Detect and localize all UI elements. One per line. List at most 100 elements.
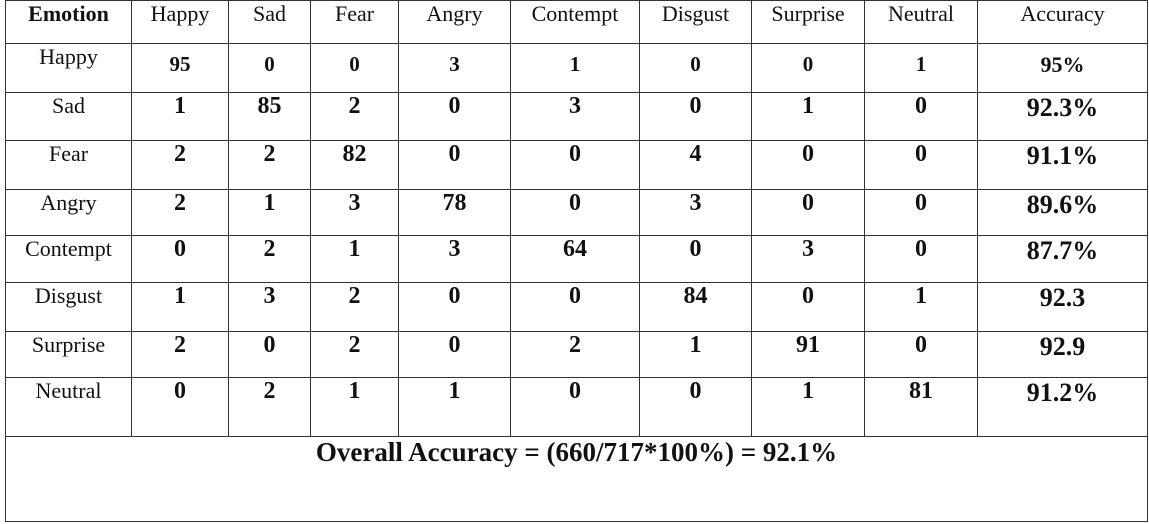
row-label: Happy xyxy=(5,43,132,93)
table-cell: 81 xyxy=(864,377,978,438)
table-cell: 3 xyxy=(310,188,399,237)
table-cell: 0 xyxy=(228,330,311,379)
table-cell: 1 xyxy=(751,377,865,438)
row-label: Surprise xyxy=(5,330,132,379)
table-cell: 0 xyxy=(751,43,865,93)
row-label: Sad xyxy=(5,91,132,142)
row-label: Neutral xyxy=(5,377,132,438)
table-cell: 3 xyxy=(228,281,311,332)
accuracy-cell: 92.3 xyxy=(977,281,1148,332)
table-cell: 2 xyxy=(131,188,229,237)
table-cell: 1 xyxy=(510,43,640,93)
table-cell: 1 xyxy=(864,281,978,332)
accuracy-cell: 95% xyxy=(977,43,1148,93)
table-cell: 2 xyxy=(510,330,640,379)
table-cell: 3 xyxy=(398,43,511,93)
accuracy-cell: 92.9 xyxy=(977,330,1148,379)
table-cell: 0 xyxy=(510,188,640,237)
table-cell: 0 xyxy=(864,188,978,237)
table-cell: 1 xyxy=(310,235,399,283)
table-row: Sad 1 85 2 0 3 0 1 0 92.3% xyxy=(5,91,1148,142)
row-label: Disgust xyxy=(5,281,132,332)
overall-accuracy-row: Overall Accuracy = (660/717*100%) = 92.1… xyxy=(5,436,1148,522)
table-cell: 2 xyxy=(228,140,311,190)
accuracy-cell: 91.2% xyxy=(977,377,1148,438)
table-cell: 1 xyxy=(398,377,511,438)
table-row: Disgust 1 3 2 0 0 84 0 1 92.3 xyxy=(5,281,1148,332)
table-cell: 2 xyxy=(310,91,399,142)
table-cell: 84 xyxy=(639,281,752,332)
table-row: Happy 95 0 0 3 1 0 0 1 95% xyxy=(5,43,1148,93)
table-cell: 0 xyxy=(398,140,511,190)
table-row: Neutral 0 2 1 1 0 0 1 81 91.2% xyxy=(5,377,1148,438)
table-cell: 2 xyxy=(228,235,311,283)
table-row: Fear 2 2 82 0 0 4 0 0 91.1% xyxy=(5,140,1148,190)
table-cell: 0 xyxy=(864,235,978,283)
table-cell: 0 xyxy=(228,43,311,93)
table-cell: 0 xyxy=(864,91,978,142)
row-label: Contempt xyxy=(5,235,132,283)
table-cell: 91 xyxy=(751,330,865,379)
accuracy-cell: 89.6% xyxy=(977,188,1148,237)
table-cell: 0 xyxy=(639,235,752,283)
table-cell: 1 xyxy=(310,377,399,438)
table-cell: 1 xyxy=(131,91,229,142)
table-cell: 3 xyxy=(639,188,752,237)
table-cell: 0 xyxy=(751,281,865,332)
table-cell: 0 xyxy=(398,281,511,332)
column-header: Neutral xyxy=(864,0,978,44)
accuracy-cell: 87.7% xyxy=(977,235,1148,283)
table-cell: 0 xyxy=(310,43,399,93)
table-cell: 2 xyxy=(310,281,399,332)
table-cell: 2 xyxy=(310,330,399,379)
table-cell: 82 xyxy=(310,140,399,190)
table-cell: 0 xyxy=(864,140,978,190)
confusion-matrix-table: Emotion Happy Sad Fear Angry Contempt Di… xyxy=(5,0,1148,522)
table-cell: 64 xyxy=(510,235,640,283)
table-cell: 3 xyxy=(751,235,865,283)
table-cell: 3 xyxy=(510,91,640,142)
table-cell: 0 xyxy=(131,235,229,283)
table-cell: 0 xyxy=(639,43,752,93)
table-cell: 0 xyxy=(131,377,229,438)
table-cell: 1 xyxy=(228,188,311,237)
accuracy-cell: 92.3% xyxy=(977,91,1148,142)
table-cell: 0 xyxy=(510,377,640,438)
table-cell: 2 xyxy=(131,330,229,379)
row-label: Angry xyxy=(5,188,132,237)
table-cell: 4 xyxy=(639,140,752,190)
table-cell: 78 xyxy=(398,188,511,237)
table-cell: 0 xyxy=(751,140,865,190)
column-header: Fear xyxy=(310,0,399,44)
table-cell: 0 xyxy=(510,281,640,332)
table-cell: 1 xyxy=(131,281,229,332)
table-row: Angry 2 1 3 78 0 3 0 0 89.6% xyxy=(5,188,1148,237)
column-header: Disgust xyxy=(639,0,752,44)
table-cell: 85 xyxy=(228,91,311,142)
table-row: Surprise 2 0 2 0 2 1 91 0 92.9 xyxy=(5,330,1148,379)
column-header: Sad xyxy=(228,0,311,44)
table-cell: 95 xyxy=(131,43,229,93)
column-header: Happy xyxy=(131,0,229,44)
column-header: Surprise xyxy=(751,0,865,44)
row-label: Fear xyxy=(5,140,132,190)
table-cell: 0 xyxy=(864,330,978,379)
column-header: Contempt xyxy=(510,0,640,44)
accuracy-header: Accuracy xyxy=(977,0,1148,44)
table-cell: 0 xyxy=(751,188,865,237)
table-cell: 0 xyxy=(398,330,511,379)
overall-accuracy: Overall Accuracy = (660/717*100%) = 92.1… xyxy=(5,436,1148,522)
corner-header: Emotion xyxy=(5,0,132,44)
table-cell: 0 xyxy=(398,91,511,142)
table-cell: 0 xyxy=(510,140,640,190)
column-header: Angry xyxy=(398,0,511,44)
table-cell: 1 xyxy=(864,43,978,93)
table-cell: 1 xyxy=(639,330,752,379)
table-cell: 2 xyxy=(228,377,311,438)
accuracy-cell: 91.1% xyxy=(977,140,1148,190)
table-row: Contempt 0 2 1 3 64 0 3 0 87.7% xyxy=(5,235,1148,283)
table-cell: 3 xyxy=(398,235,511,283)
table-cell: 1 xyxy=(751,91,865,142)
header-row: Emotion Happy Sad Fear Angry Contempt Di… xyxy=(5,0,1148,44)
table-cell: 2 xyxy=(131,140,229,190)
